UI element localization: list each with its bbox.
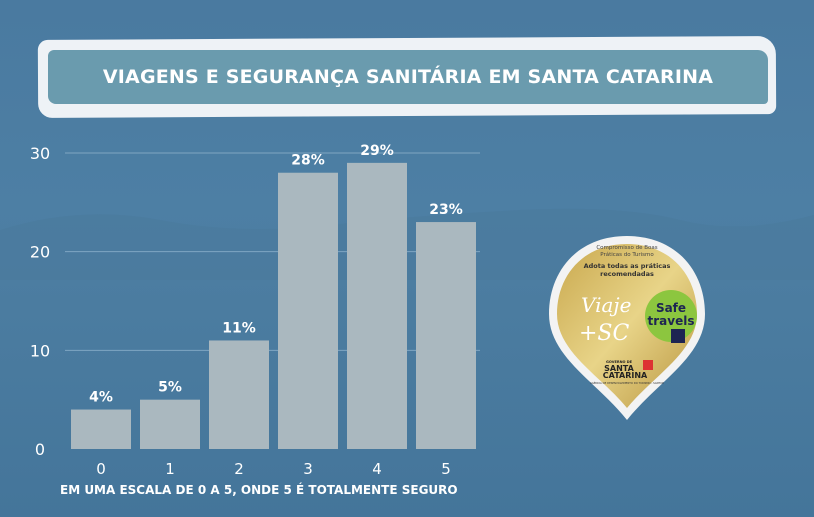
data-label: 11% — [222, 320, 256, 336]
viaje-logo: Viaje — [581, 293, 631, 317]
y-tick-label: 30 — [30, 144, 50, 163]
y-tick-label: 20 — [30, 243, 50, 262]
title-banner: VIAGENS E SEGURANÇA SANITÁRIA EM SANTA C… — [48, 50, 768, 104]
data-label: 5% — [158, 380, 182, 396]
data-label: 28% — [291, 153, 325, 169]
x-tick-label: 5 — [441, 460, 451, 478]
bar — [140, 399, 200, 449]
chart-title: VIAGENS E SEGURANÇA SANITÁRIA EM SANTA C… — [102, 66, 714, 88]
catarina-label: CATARINA — [603, 371, 648, 380]
sc-flag-icon — [643, 360, 653, 370]
travels-label: travels — [648, 314, 695, 328]
bar — [278, 172, 338, 449]
y-tick-label: 0 — [35, 440, 45, 459]
bar — [209, 340, 269, 449]
badge-line2: Práticas do Turismo — [600, 251, 654, 258]
y-tick-label: 10 — [30, 341, 50, 360]
x-axis-label: EM UMA ESCALA DE 0 A 5, ONDE 5 É TOTALME… — [60, 483, 458, 497]
gov-label: GOVERNO DE — [606, 360, 633, 364]
safe-label: Safe — [656, 301, 686, 315]
x-tick-label: 1 — [165, 460, 175, 478]
viaje-sc-safe-travels-badge: Compromisso de Boas Práticas do Turismo … — [549, 236, 705, 420]
x-tick-label: 2 — [234, 460, 244, 478]
x-tick-label: 3 — [303, 460, 313, 478]
data-label: 4% — [89, 390, 113, 406]
bar — [416, 222, 476, 449]
data-label: 29% — [360, 143, 394, 159]
badge-line3: Adota todas as práticas — [584, 262, 671, 270]
bar — [71, 409, 131, 449]
santa-label: SANTA — [604, 364, 634, 373]
badge-line1: Compromisso de Boas — [596, 245, 657, 251]
agency-label: AGÊNCIA DE DESENVOLVIMENTO DO TURISMO - … — [590, 380, 664, 385]
badge-line4: recomendadas — [600, 270, 654, 278]
data-label: 23% — [429, 202, 463, 218]
plus-sc-logo: +SC — [579, 321, 630, 346]
x-tick-label: 0 — [96, 460, 106, 478]
x-tick-label: 4 — [372, 460, 382, 478]
bar — [347, 162, 407, 449]
